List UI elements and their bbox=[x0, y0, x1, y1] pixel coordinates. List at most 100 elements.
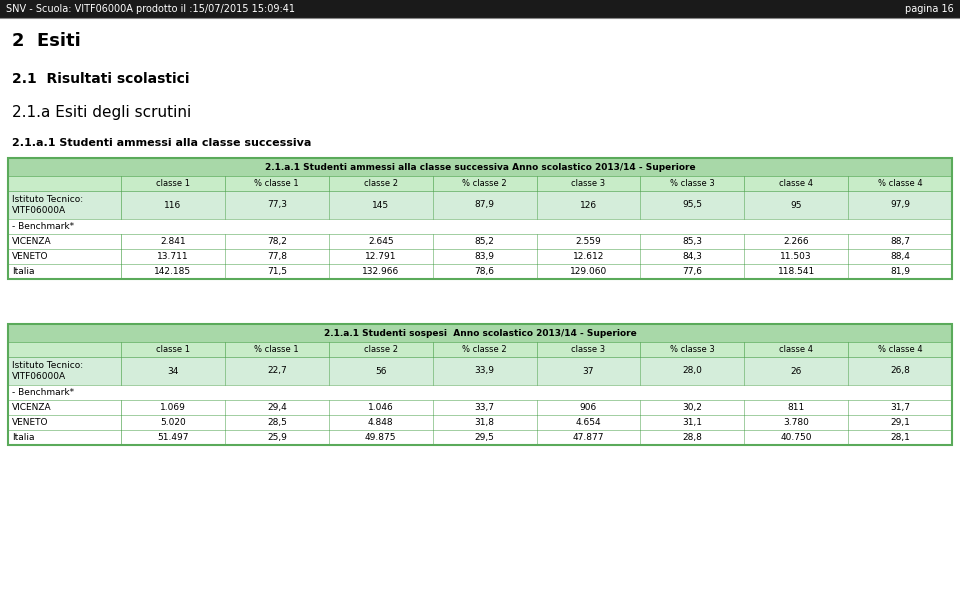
Text: SNV - Scuola: VITF06000A prodotto il :15/07/2015 15:09:41: SNV - Scuola: VITF06000A prodotto il :15… bbox=[6, 4, 295, 14]
Text: 2.841: 2.841 bbox=[160, 237, 185, 246]
Text: 25,9: 25,9 bbox=[267, 433, 287, 442]
Text: 40.750: 40.750 bbox=[780, 433, 812, 442]
Bar bbox=[8, 264, 952, 279]
Text: 29,1: 29,1 bbox=[890, 418, 910, 427]
Text: 51.497: 51.497 bbox=[157, 433, 189, 442]
Text: 132.966: 132.966 bbox=[362, 267, 399, 276]
Bar bbox=[8, 385, 952, 400]
Text: classe 4: classe 4 bbox=[780, 345, 813, 354]
Text: % classe 4: % classe 4 bbox=[877, 345, 923, 354]
Text: classe 2: classe 2 bbox=[364, 179, 397, 188]
Text: 811: 811 bbox=[787, 403, 804, 412]
Text: 28,5: 28,5 bbox=[267, 418, 287, 427]
Text: VENETO: VENETO bbox=[12, 418, 49, 427]
Text: 29,5: 29,5 bbox=[474, 433, 494, 442]
Text: VICENZA: VICENZA bbox=[12, 237, 52, 246]
Text: 126: 126 bbox=[580, 201, 597, 210]
Text: 129.060: 129.060 bbox=[570, 267, 607, 276]
Text: 33,9: 33,9 bbox=[474, 367, 494, 376]
Text: 85,2: 85,2 bbox=[474, 237, 494, 246]
Text: 83,9: 83,9 bbox=[474, 252, 494, 261]
Text: 1.069: 1.069 bbox=[160, 403, 186, 412]
Text: Istituto Tecnico:
VITF06000A: Istituto Tecnico: VITF06000A bbox=[12, 195, 84, 215]
Text: 118.541: 118.541 bbox=[778, 267, 815, 276]
Text: 13.711: 13.711 bbox=[157, 252, 189, 261]
Text: 4.848: 4.848 bbox=[368, 418, 394, 427]
Text: 3.780: 3.780 bbox=[783, 418, 809, 427]
Text: 47.877: 47.877 bbox=[573, 433, 604, 442]
Text: 56: 56 bbox=[375, 367, 387, 376]
Text: % classe 4: % classe 4 bbox=[877, 179, 923, 188]
Text: 12.791: 12.791 bbox=[365, 252, 396, 261]
Text: 28,8: 28,8 bbox=[683, 433, 703, 442]
Text: 29,4: 29,4 bbox=[267, 403, 287, 412]
Text: 81,9: 81,9 bbox=[890, 267, 910, 276]
Text: 2  Esiti: 2 Esiti bbox=[12, 32, 81, 50]
Text: 88,4: 88,4 bbox=[890, 252, 910, 261]
Bar bbox=[0, 0, 960, 18]
Text: 2.1.a Esiti degli scrutini: 2.1.a Esiti degli scrutini bbox=[12, 105, 191, 120]
Text: 33,7: 33,7 bbox=[474, 403, 494, 412]
Text: 37: 37 bbox=[583, 367, 594, 376]
Text: 28,0: 28,0 bbox=[683, 367, 703, 376]
Text: % classe 1: % classe 1 bbox=[254, 179, 300, 188]
Text: 26: 26 bbox=[790, 367, 802, 376]
Text: 87,9: 87,9 bbox=[474, 201, 494, 210]
Text: 2.1.a.1 Studenti sospesi  Anno scolastico 2013/14 - Superiore: 2.1.a.1 Studenti sospesi Anno scolastico… bbox=[324, 329, 636, 338]
Text: 49.875: 49.875 bbox=[365, 433, 396, 442]
Text: 34: 34 bbox=[167, 367, 179, 376]
Text: 116: 116 bbox=[164, 201, 181, 210]
Text: VENETO: VENETO bbox=[12, 252, 49, 261]
Text: classe 2: classe 2 bbox=[364, 345, 397, 354]
Text: 28,1: 28,1 bbox=[890, 433, 910, 442]
Text: 142.185: 142.185 bbox=[155, 267, 191, 276]
Text: 11.503: 11.503 bbox=[780, 252, 812, 261]
Text: 2.266: 2.266 bbox=[783, 237, 809, 246]
Text: 5.020: 5.020 bbox=[160, 418, 186, 427]
Text: Italia: Italia bbox=[12, 267, 35, 276]
Text: classe 1: classe 1 bbox=[156, 345, 190, 354]
Text: 30,2: 30,2 bbox=[683, 403, 703, 412]
Text: classe 3: classe 3 bbox=[571, 179, 606, 188]
Text: 88,7: 88,7 bbox=[890, 237, 910, 246]
Text: 31,1: 31,1 bbox=[683, 418, 703, 427]
Text: 95: 95 bbox=[790, 201, 802, 210]
Text: % classe 1: % classe 1 bbox=[254, 345, 300, 354]
Text: 4.654: 4.654 bbox=[576, 418, 601, 427]
Text: 31,8: 31,8 bbox=[474, 418, 494, 427]
Text: 85,3: 85,3 bbox=[683, 237, 703, 246]
Text: % classe 3: % classe 3 bbox=[670, 345, 714, 354]
Bar bbox=[8, 430, 952, 445]
Text: Istituto Tecnico:
VITF06000A: Istituto Tecnico: VITF06000A bbox=[12, 361, 84, 381]
Text: classe 4: classe 4 bbox=[780, 179, 813, 188]
Text: - Benchmark*: - Benchmark* bbox=[12, 388, 74, 397]
Text: 2.1  Risultati scolastici: 2.1 Risultati scolastici bbox=[12, 72, 189, 86]
Text: pagina 16: pagina 16 bbox=[905, 4, 954, 14]
Text: 1.046: 1.046 bbox=[368, 403, 394, 412]
Text: 2.1.a.1 Studenti ammessi alla classe successiva Anno scolastico 2013/14 - Superi: 2.1.a.1 Studenti ammessi alla classe suc… bbox=[265, 162, 695, 172]
Text: 26,8: 26,8 bbox=[890, 367, 910, 376]
Bar bbox=[8, 400, 952, 415]
Text: 12.612: 12.612 bbox=[573, 252, 604, 261]
Bar bbox=[8, 219, 952, 234]
Text: 78,2: 78,2 bbox=[267, 237, 287, 246]
Text: 31,7: 31,7 bbox=[890, 403, 910, 412]
Bar bbox=[8, 357, 952, 385]
Text: 97,9: 97,9 bbox=[890, 201, 910, 210]
Text: 84,3: 84,3 bbox=[683, 252, 703, 261]
Text: 145: 145 bbox=[372, 201, 389, 210]
Bar bbox=[8, 342, 952, 357]
Bar bbox=[8, 158, 952, 279]
Bar bbox=[8, 176, 952, 191]
Bar bbox=[8, 249, 952, 264]
Text: 2.1.a.1 Studenti ammessi alla classe successiva: 2.1.a.1 Studenti ammessi alla classe suc… bbox=[12, 138, 311, 148]
Bar bbox=[8, 191, 952, 219]
Text: 2.645: 2.645 bbox=[368, 237, 394, 246]
Text: classe 1: classe 1 bbox=[156, 179, 190, 188]
Text: 22,7: 22,7 bbox=[267, 367, 287, 376]
Text: 77,6: 77,6 bbox=[683, 267, 703, 276]
Bar bbox=[8, 158, 952, 176]
Text: 77,3: 77,3 bbox=[267, 201, 287, 210]
Text: 95,5: 95,5 bbox=[683, 201, 703, 210]
Bar bbox=[8, 234, 952, 249]
